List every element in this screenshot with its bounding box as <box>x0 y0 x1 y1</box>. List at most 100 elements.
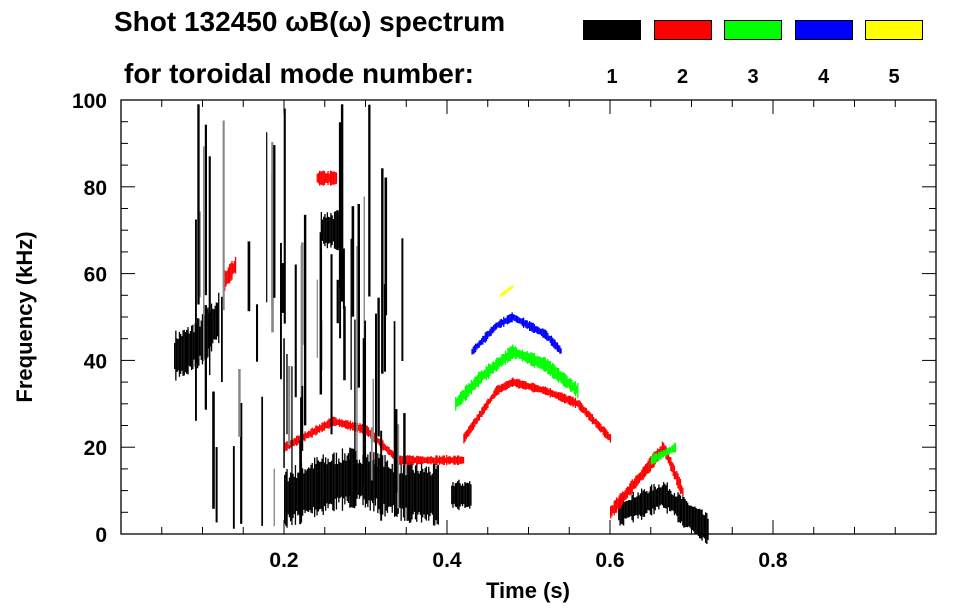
spectrum-mark <box>589 412 591 421</box>
spectrum-mark <box>566 375 568 389</box>
spectrum-mark <box>508 287 510 291</box>
spectrum-mark <box>317 172 320 184</box>
spectrum-mark <box>669 456 671 466</box>
spectrum-mark <box>462 457 465 464</box>
spectrum-mark <box>402 464 405 518</box>
spectrum-mark <box>399 455 401 465</box>
spectrum-mark <box>511 312 513 323</box>
spectrum-mark <box>457 396 459 407</box>
spectrum-mark <box>614 500 617 513</box>
spectrum-mark <box>430 455 432 465</box>
spectrum-mark <box>383 466 385 504</box>
spectrum-mark <box>482 335 484 345</box>
spectrum-mark <box>510 313 512 323</box>
spectrum-mark <box>501 383 504 392</box>
spectrum-mark <box>370 462 373 501</box>
spectrum-mark <box>649 486 652 515</box>
spectrum-mark <box>355 451 357 507</box>
streak-mark <box>294 264 297 398</box>
spectrum-mark <box>477 371 480 388</box>
spectrum-mark <box>532 322 534 333</box>
spectrum-mark <box>477 414 479 421</box>
y-tick-label: 0 <box>95 524 107 547</box>
spectrum-mark <box>681 485 683 494</box>
streak-mark <box>300 397 302 522</box>
spectrum-mark <box>618 504 620 521</box>
spectrum-mark <box>504 350 507 365</box>
legend-label-mode-1: 1 <box>606 66 618 88</box>
spectrum-mark <box>192 324 194 369</box>
spectrum-mark <box>501 293 503 296</box>
spectrum-mark <box>619 493 621 509</box>
spectrum-mark <box>637 492 639 519</box>
spectrum-mark <box>320 425 322 431</box>
spectrum-mark <box>452 482 454 508</box>
spectrum-mark <box>334 172 336 185</box>
spectrum-mark <box>560 348 562 354</box>
spectrum-mark <box>556 367 559 381</box>
spectrum-mark <box>550 389 553 397</box>
spectrum-mark <box>331 171 333 186</box>
feature-mode-3 <box>650 442 677 465</box>
spectrum-mark <box>546 330 548 341</box>
spectrum-mark <box>677 473 679 489</box>
spectrum-mark <box>391 450 394 459</box>
spectrum-mark <box>610 506 612 519</box>
spectrum-mark <box>451 485 453 505</box>
spectrum-mark <box>521 318 524 327</box>
spectrum-mark <box>707 518 709 540</box>
spectrum-mark <box>572 396 574 407</box>
spectrum-mark <box>651 484 653 516</box>
spectrum-mark <box>339 462 341 499</box>
spectrum-mark <box>582 404 584 413</box>
spectrum-mark <box>613 500 615 516</box>
spectrum-mark <box>701 509 703 541</box>
spectrum-mark <box>666 448 668 456</box>
spectrum-mark <box>225 271 227 287</box>
spectrum-mark <box>343 460 345 499</box>
streak-mark <box>301 385 304 451</box>
spectrum-mark <box>687 502 689 528</box>
streak-mark <box>238 369 241 437</box>
spectrum-mark <box>490 326 492 336</box>
spectrum-mark <box>600 423 602 433</box>
streak-mark <box>273 468 275 527</box>
streak-mark <box>319 232 323 395</box>
spectrum-mark <box>333 452 335 512</box>
spectrum-mark <box>326 464 328 504</box>
spectrum-mark <box>187 327 189 375</box>
spectrum-mark <box>304 431 306 442</box>
spectrum-mark <box>453 486 455 504</box>
spectrum-mark <box>626 486 629 498</box>
spectrum-mark <box>645 464 647 477</box>
streak-mark <box>283 338 285 468</box>
spectrum-mark <box>472 419 475 430</box>
spectrum-mark <box>329 170 332 186</box>
spectrum-mark <box>628 486 630 495</box>
spectrum-mark <box>449 456 451 464</box>
spectrum-mark <box>216 302 219 337</box>
spectrum-mark <box>483 335 485 343</box>
spectrum-mark <box>663 442 665 452</box>
streak-mark <box>362 338 365 484</box>
legend-swatch-mode-2 <box>653 20 712 40</box>
spectrum-mark <box>567 395 569 405</box>
spectrum-mark <box>685 501 688 527</box>
spectrum-mark <box>683 497 685 528</box>
spectrum-mark <box>640 472 642 481</box>
spectrum-mark <box>441 456 443 464</box>
spectrum-mark <box>490 364 492 374</box>
spectrum-mark <box>506 289 508 293</box>
spectrum-mark <box>684 499 686 528</box>
spectrum-mark <box>654 453 656 464</box>
spectrum-mark <box>344 420 347 429</box>
spectrum-mark <box>384 444 386 451</box>
spectrum-mark <box>556 342 559 352</box>
spectrum-mark <box>309 431 311 437</box>
spectrum-mark <box>532 353 534 367</box>
spectrum-mark <box>175 330 177 381</box>
spectrum-mark <box>488 363 490 379</box>
spectrum-mark <box>618 495 620 509</box>
streak-mark <box>356 246 358 460</box>
spectrum-mark <box>399 473 401 509</box>
